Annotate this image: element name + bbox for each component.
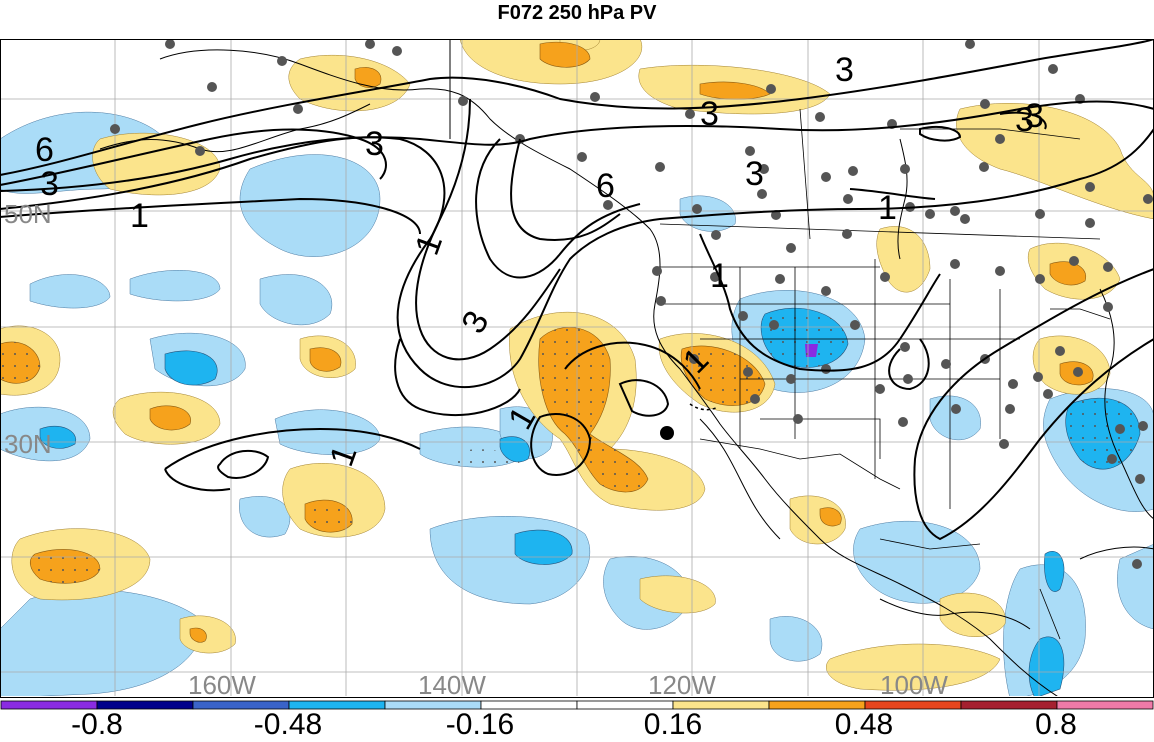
colorbar-label: -0.48 [253, 708, 323, 741]
dashed-contour [689, 403, 719, 411]
colorbar-swatch [1056, 700, 1154, 710]
lat-label-30n: 30N [4, 429, 52, 459]
contour-label: 3 [835, 51, 854, 89]
reference-point [660, 426, 674, 440]
graticule-labels: 50N 30N 160W 140W 120W 100W [4, 199, 948, 698]
colorbar-label: -0.16 [445, 708, 515, 741]
contour-label: 1 [130, 197, 149, 235]
observation-stations [110, 40, 1153, 569]
contour-label: 6 [35, 131, 54, 169]
lon-label-160w: 160W [188, 670, 256, 698]
lon-label-100w: 100W [880, 670, 948, 698]
graticule [1, 40, 1153, 696]
contour-label: 3 [1015, 101, 1034, 139]
colorbar-label: 0.16 [643, 708, 703, 741]
contour-label: 6 [596, 167, 615, 205]
contour-label: 3 [1025, 97, 1044, 135]
contour-label: 1 [710, 257, 729, 295]
colorbar-label: -0.8 [71, 708, 123, 741]
contour-label: 1 [878, 189, 897, 227]
pv-map: 6 3 1 3 1 3 3 6 3 3 1 1 1 3 3 1 1 50N 30… [0, 39, 1154, 698]
lat-label-50n: 50N [4, 199, 52, 229]
contour-label: 3 [745, 155, 764, 193]
contour-label: 3 [40, 165, 59, 203]
contour-label: 3 [700, 95, 719, 133]
colorbar-label: 0.48 [834, 708, 894, 741]
lon-label-120w: 120W [648, 670, 716, 698]
colorbar [0, 700, 1154, 710]
pv-contours [1, 40, 1153, 541]
contour-label: 3 [365, 125, 384, 163]
positive-anomaly-light [1, 40, 1153, 691]
map-field: 6 3 1 3 1 3 3 6 3 3 1 1 1 3 3 1 1 50N 30… [1, 40, 1153, 698]
colorbar-label: 0.8 [1035, 708, 1077, 741]
map-title: F072 250 hPa PV [497, 2, 657, 24]
lon-label-140w: 140W [418, 670, 486, 698]
